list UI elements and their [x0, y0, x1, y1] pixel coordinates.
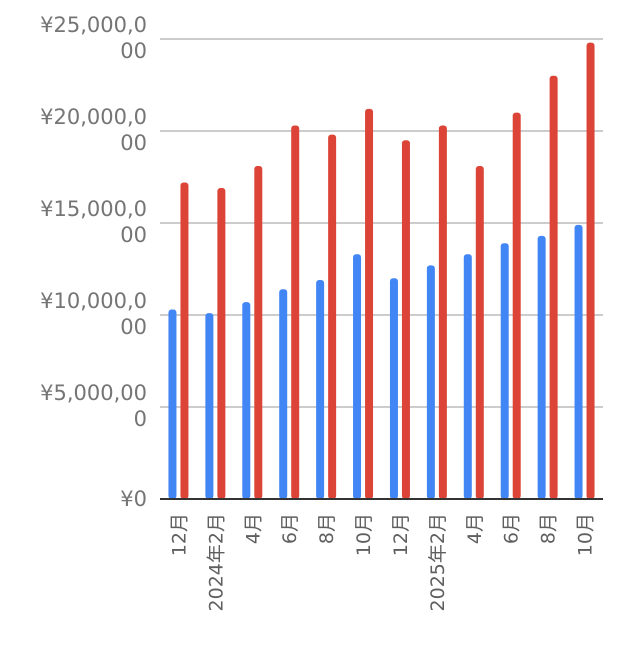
x-tick-label: 10月	[353, 513, 375, 556]
bar	[180, 182, 189, 499]
bar	[537, 235, 546, 499]
y-axis-tick-labels: ¥0¥5,000,000¥10,000,000¥15,000,000¥20,00…	[40, 13, 147, 511]
y-tick-label: 00	[120, 315, 147, 339]
y-tick-label: ¥10,000,0	[40, 289, 147, 313]
x-tick-label: 2024年2月	[205, 513, 227, 611]
y-tick-label: ¥5,000,00	[40, 381, 147, 405]
bar	[279, 289, 288, 499]
bar	[475, 165, 484, 499]
x-tick-label: 4月	[242, 513, 264, 544]
y-tick-label: 0	[134, 407, 147, 431]
y-tick-label: 00	[120, 131, 147, 155]
bar	[291, 125, 300, 499]
bar	[328, 134, 337, 499]
bar	[512, 112, 521, 499]
bars	[168, 42, 595, 500]
x-tick-label: 6月	[279, 513, 301, 544]
bar	[426, 265, 435, 499]
bar	[549, 75, 558, 500]
bar	[205, 313, 214, 499]
x-tick-label: 12月	[168, 513, 190, 556]
x-tick-label: 8月	[316, 513, 338, 544]
x-tick-label: 6月	[501, 513, 523, 544]
bar	[401, 140, 410, 499]
y-tick-label: ¥20,000,0	[40, 105, 147, 129]
bar	[586, 42, 595, 500]
x-axis-tick-labels: 12月 2024年2月 4月 6月 8月 10月 12月 2025年2月 4月 6月 8月 10月	[168, 513, 596, 611]
bar	[463, 254, 472, 499]
bar	[242, 302, 251, 499]
gridlines	[160, 38, 603, 408]
bar	[365, 108, 374, 500]
y-tick-label: 00	[120, 39, 147, 63]
bar	[316, 280, 325, 499]
bar	[254, 165, 263, 499]
bar	[500, 243, 509, 499]
bar	[217, 188, 226, 500]
bar	[168, 309, 177, 499]
x-tick-label: 4月	[464, 513, 486, 544]
bar	[574, 224, 583, 499]
x-tick-label: 2025年2月	[427, 513, 449, 611]
bar	[438, 125, 447, 499]
x-tick-label: 8月	[538, 513, 560, 544]
y-tick-label: ¥25,000,0	[40, 13, 147, 37]
y-tick-label: 00	[120, 223, 147, 247]
y-tick-label: ¥15,000,0	[40, 197, 147, 221]
x-tick-label: 10月	[575, 513, 597, 556]
bar	[389, 278, 398, 499]
y-tick-label: ¥0	[120, 487, 147, 511]
bar	[353, 254, 362, 499]
x-tick-label: 12月	[390, 513, 412, 556]
